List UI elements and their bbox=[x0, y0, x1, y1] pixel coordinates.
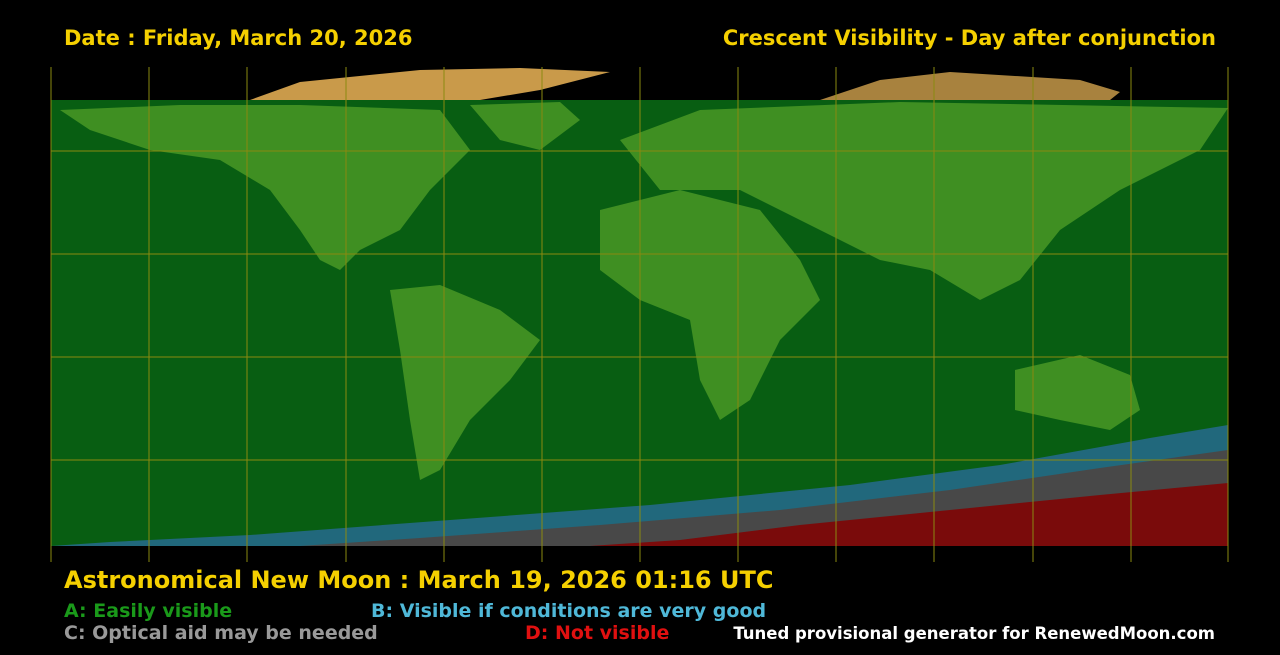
africa bbox=[600, 190, 820, 420]
arctic-ice bbox=[250, 68, 610, 100]
greenland bbox=[470, 102, 580, 150]
north-america bbox=[60, 105, 470, 270]
south-america bbox=[390, 285, 540, 480]
legend-a: A: Easily visible bbox=[64, 600, 232, 622]
arctic-ice bbox=[820, 72, 1120, 100]
zone-d bbox=[590, 483, 1228, 546]
legend-b: B: Visible if conditions are very good bbox=[371, 600, 766, 622]
legend-c: C: Optical aid may be needed bbox=[64, 622, 378, 644]
graticule bbox=[50, 67, 1229, 562]
date: Date : Friday, March 20, 2026 bbox=[64, 26, 412, 50]
credit: Tuned provisional generator for RenewedM… bbox=[733, 624, 1215, 643]
new-moon: Astronomical New Moon : March 19, 2026 0… bbox=[64, 566, 773, 594]
map-title: Crescent Visibility - Day after conjunct… bbox=[723, 26, 1216, 50]
australia bbox=[1015, 355, 1140, 430]
map bbox=[50, 67, 1229, 562]
legend-d: D: Not visible bbox=[525, 622, 669, 644]
